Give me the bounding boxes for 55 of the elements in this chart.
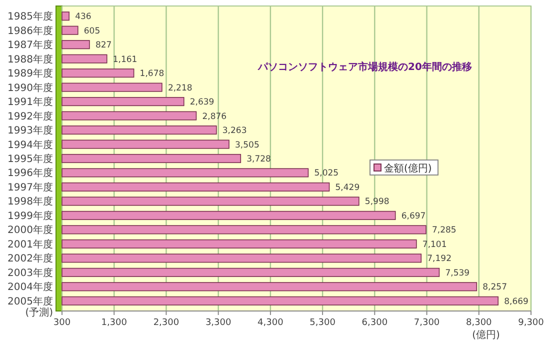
text: 827 (95, 40, 112, 51)
text: 6,697 (401, 211, 426, 222)
x-tick-label: 4,300 (258, 318, 284, 328)
y-tick-label: 1985年度 (8, 10, 53, 23)
x-axis-title: (億円) (472, 329, 500, 341)
y-tick-label: 1995年度 (8, 153, 53, 165)
text: 436 (75, 12, 92, 22)
y-tick-label: 1998年度 (8, 196, 53, 208)
y-tick-label: 1996年度 (8, 167, 53, 180)
text: パソコンソフトウェア市場規模の20年間の推移 (257, 61, 472, 73)
x-tick-label: 300 (53, 318, 71, 328)
y-tick-label: 2005年度 (予測) (8, 295, 54, 318)
y-tick-label: 1997年度 (8, 181, 53, 194)
y-tick-label: 1987年度 (8, 39, 53, 52)
text: 7,285 (432, 226, 456, 236)
text: 8,257 (482, 282, 507, 293)
y-tick-label: 2000年度 (8, 224, 53, 236)
text: 2,218 (168, 83, 192, 94)
text: 1,678 (140, 69, 164, 80)
text: 5,998 (364, 197, 390, 208)
x-tick-label: 2,300 (153, 318, 180, 328)
legend-label: 金額(億円) (384, 162, 432, 174)
y-tick-label: 1991年度 (8, 96, 53, 108)
y-tick-label: 1989年度 (8, 68, 53, 80)
x-tick-label: 7,300 (414, 318, 440, 328)
text: 1,161 (112, 54, 138, 65)
text: 2,876 (202, 112, 227, 122)
text: 7,192 (427, 254, 452, 264)
x-tick-label: 8,300 (466, 318, 492, 328)
y-tick-label: 1992年度 (8, 110, 53, 122)
y-tick-label: 2003年度 (8, 266, 53, 279)
y-tick-label: 1988年度 (8, 53, 53, 66)
x-tick-label: 1,300 (101, 318, 128, 328)
y-tick-label: 1994年度 (8, 138, 53, 151)
y-tick-label: 1993年度 (8, 124, 53, 137)
y-tick-label: 2002年度 (8, 252, 53, 265)
x-tick-label: 3,300 (205, 318, 232, 328)
y-tick-label: 1990年度 (8, 82, 53, 94)
y-tick-label: 2004年度 (8, 281, 53, 294)
text: 605 (84, 26, 100, 36)
y-tick-label: 2001年度 (8, 238, 53, 250)
text: 5,429 (335, 182, 360, 193)
text: 8,669 (504, 296, 528, 307)
x-tick-label: 5,300 (310, 318, 336, 328)
text: 3,728 (246, 154, 271, 164)
text: 7,539 (445, 268, 470, 278)
text: 7,101 (422, 240, 447, 250)
y-tick-label: 1986年度 (8, 24, 53, 37)
x-tick-label: 6,300 (362, 318, 388, 328)
text: 5,025 (314, 168, 339, 179)
text: 2,639 (190, 98, 214, 108)
y-tick-label: 1999年度 (8, 210, 53, 222)
x-tick-label: 9,300 (518, 318, 544, 328)
text: 3,263 (222, 126, 247, 136)
text: 3,505 (235, 140, 260, 150)
